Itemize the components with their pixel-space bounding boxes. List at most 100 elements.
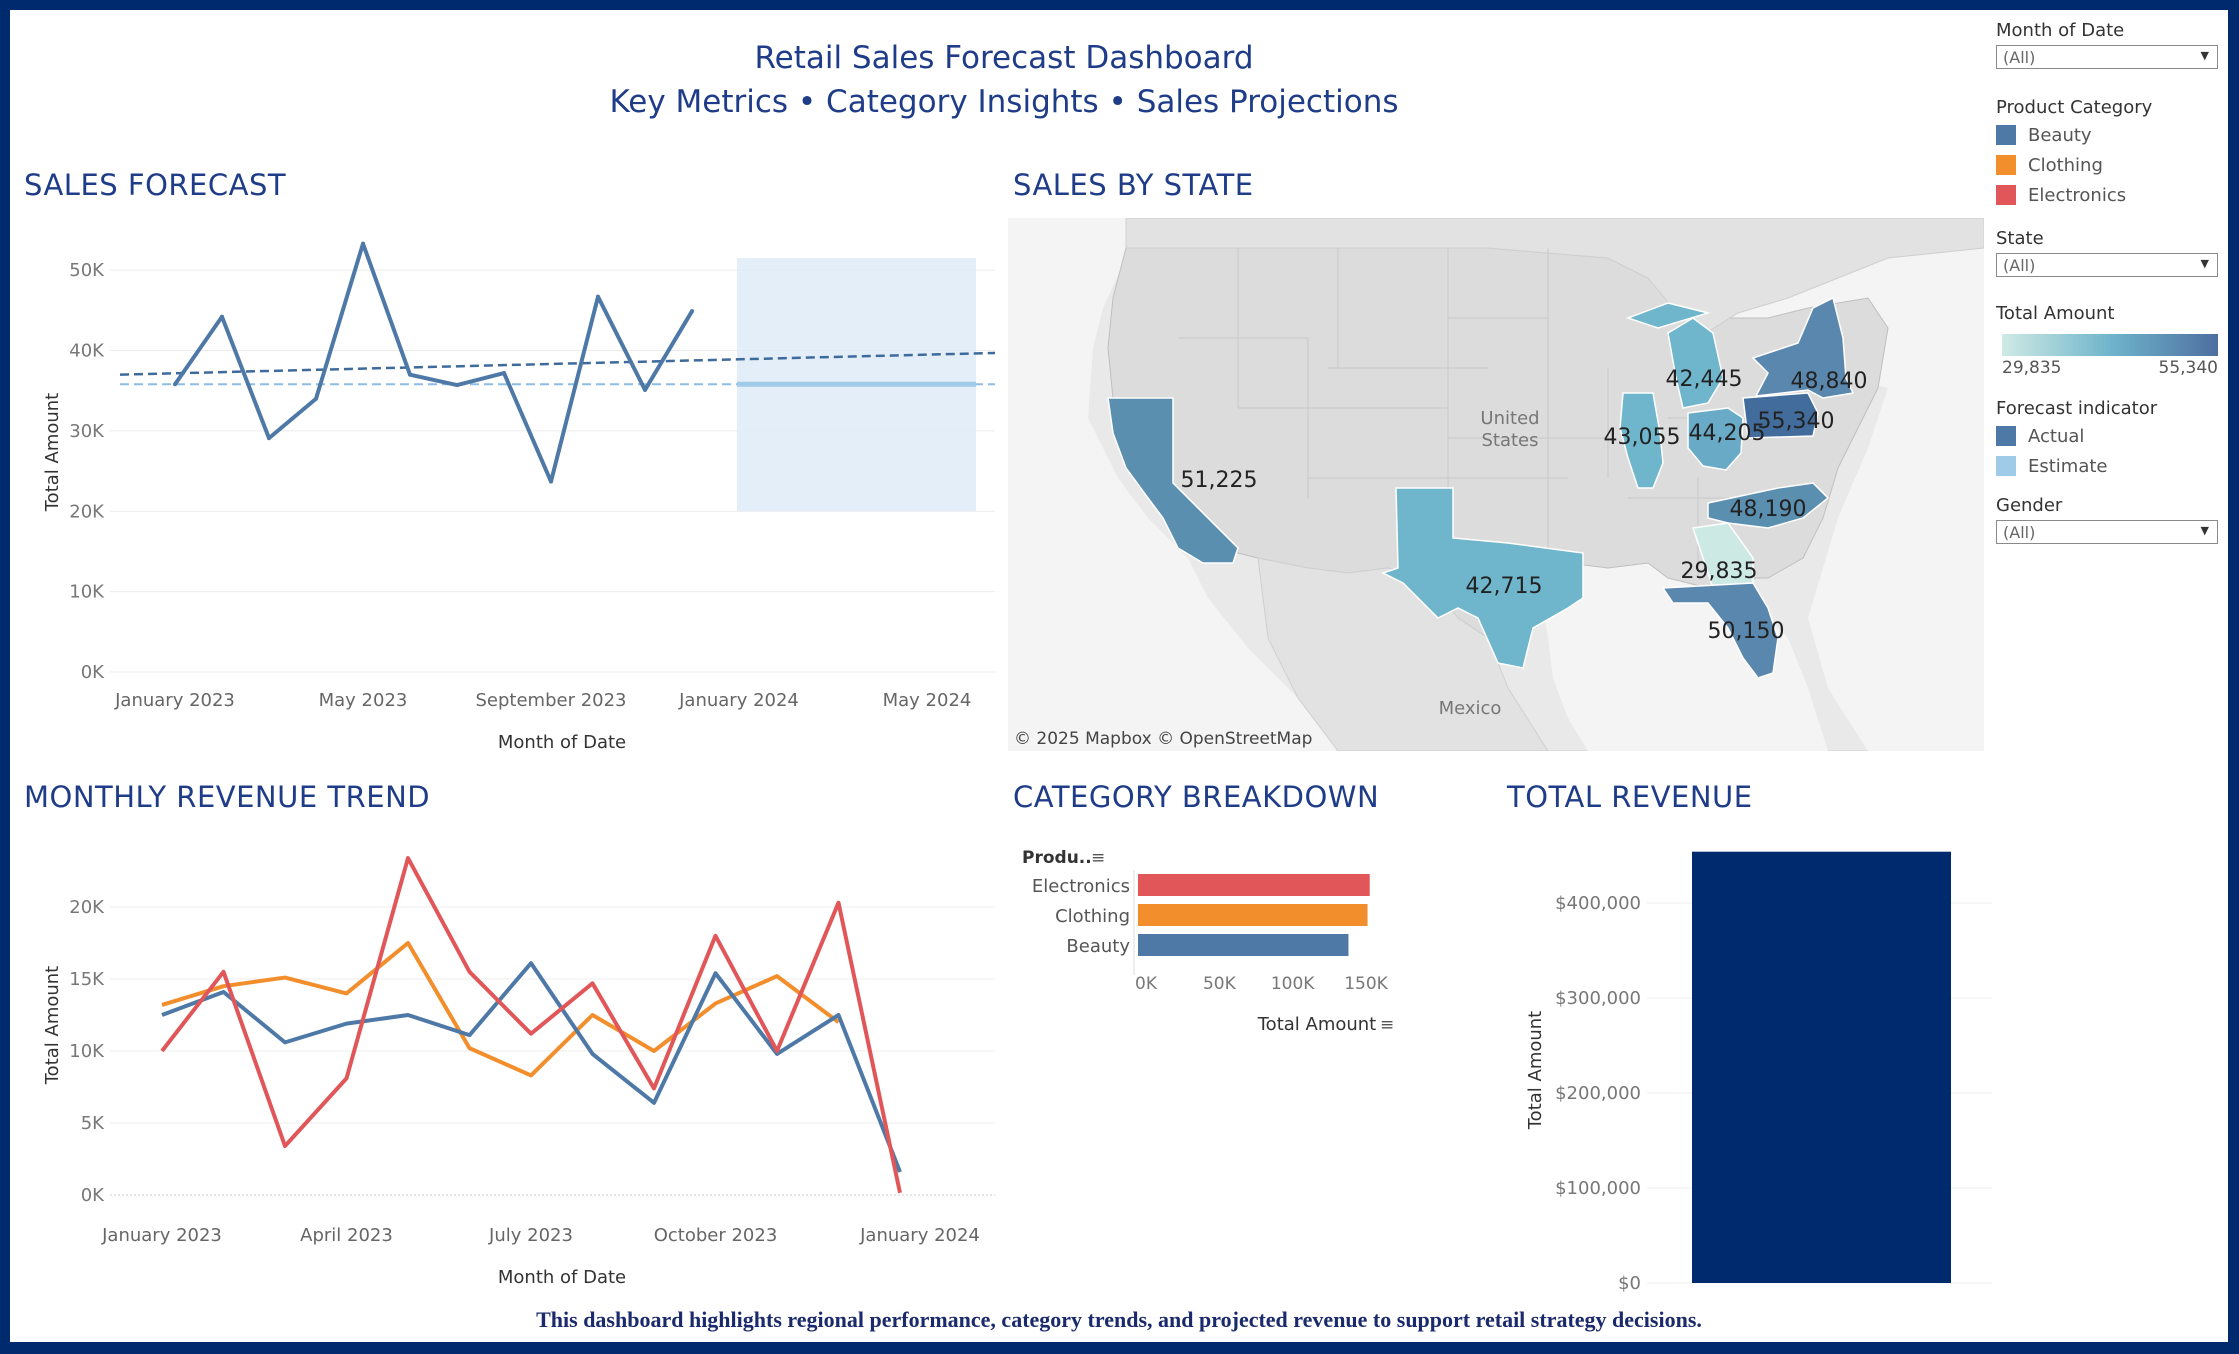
legend-label-electronics: Electronics (2028, 184, 2127, 206)
series-line-clothing (161, 941, 840, 1078)
state-california[interactable] (1107, 397, 1239, 564)
data-point (361, 241, 365, 246)
data-point (502, 371, 506, 376)
monthly-revenue-chart[interactable]: 0K 5K 10K 15K 20K January 2023 April 2023 July … (10, 825, 1000, 1295)
value-florida: 50,150 (1708, 619, 1785, 644)
data-point (408, 372, 412, 377)
x-tick-label: May 2023 (319, 690, 408, 711)
state-newyork[interactable] (1751, 296, 1855, 399)
data-point (173, 382, 177, 387)
state-northcarolina[interactable] (1707, 482, 1830, 529)
month-filter-dropdown[interactable]: (All) ▼ (1996, 45, 2218, 69)
y-tick-label: 5K (81, 1113, 105, 1134)
y-tick-label: $0 (1618, 1273, 1641, 1294)
chevron-down-icon: ▼ (2200, 49, 2209, 62)
y-tick-label: 10K (69, 1041, 105, 1062)
swatch-estimate (1996, 456, 2016, 476)
total-revenue-chart[interactable]: $0 $100,000 $200,000 $300,000 $400,000 Total … (1507, 825, 1997, 1295)
swatch-beauty (1996, 125, 2016, 145)
y-tick-label: 0K (81, 1185, 105, 1206)
data-point (267, 436, 271, 441)
y-axis-label: Total Amount (42, 966, 63, 1086)
map-attribution[interactable]: © 2025 Mapbox © OpenStreetMap (1014, 729, 1312, 749)
sales-by-state-map[interactable]: United States Mexico 51,225 42,715 43,05… (1008, 218, 1984, 751)
state-texas[interactable] (1381, 487, 1584, 669)
x-axis-label: Month of Date (498, 1267, 626, 1288)
dashboard-frame: Retail Sales Forecast Dashboard Key Metr… (10, 10, 2228, 1342)
y-tick-label: 50K (69, 260, 105, 281)
category-label: Beauty (1066, 936, 1130, 957)
label-mexico: Mexico (1439, 698, 1502, 719)
category-label: Electronics (1032, 876, 1130, 897)
y-tick-label: 15K (69, 969, 105, 990)
x-axis-label: Total Amount (1257, 1014, 1377, 1035)
label-united: United (1480, 408, 1539, 429)
forecast-legend-label: Forecast indicator (1996, 398, 2158, 419)
y-tick-label: $400,000 (1555, 893, 1641, 914)
chevron-down-icon: ▼ (2200, 524, 2209, 537)
state-pennsylvania[interactable] (1742, 392, 1819, 439)
x-tick-label: 150K (1344, 974, 1388, 994)
monthly-revenue-title: MONTHLY REVENUE TREND (24, 780, 431, 814)
x-tick-label: May 2024 (883, 690, 972, 711)
y-axis-label: Total Amount (1525, 1011, 1546, 1131)
forecast-legend: Actual Estimate (1996, 421, 2226, 481)
state-ohio[interactable] (1687, 407, 1744, 471)
dashboard-title: Retail Sales Forecast Dashboard (754, 40, 1254, 76)
y-axis-label: Total Amount (42, 393, 63, 513)
series-line-beauty (161, 961, 902, 1173)
y-tick-label: 0K (81, 662, 105, 683)
bar-beauty (1138, 934, 1349, 956)
total-revenue-bar (1692, 851, 1951, 1283)
x-tick-label: January 2023 (114, 690, 235, 711)
sales-forecast-chart[interactable]: 0K 10K 20K 30K 40K 50K January 2023 May 2023 Sep… (10, 210, 1000, 770)
swatch-clothing (1996, 155, 2016, 175)
x-tick-label: 50K (1203, 974, 1237, 994)
chevron-down-icon: ▼ (2200, 257, 2209, 270)
state-illinois[interactable] (1619, 392, 1664, 489)
legend-item-electronics[interactable]: Electronics (1996, 180, 2226, 210)
total-revenue-title: TOTAL REVENUE (1507, 780, 1753, 814)
y-tick-label: $100,000 (1555, 1178, 1641, 1199)
x-tick-label: January 2024 (678, 690, 799, 711)
data-point (596, 294, 600, 299)
state-filter-value: (All) (2003, 256, 2036, 275)
x-tick-label: January 2024 (859, 1225, 980, 1246)
state-filter-dropdown[interactable]: (All) ▼ (1996, 253, 2218, 277)
legend-label-clothing: Clothing (2028, 154, 2103, 176)
state-florida[interactable] (1661, 582, 1779, 679)
category-label: Clothing (1055, 906, 1130, 927)
legend-item-actual[interactable]: Actual (1996, 421, 2226, 451)
label-states: States (1481, 430, 1538, 451)
sort-icon: ≡ (1380, 1015, 1394, 1035)
legend-item-clothing[interactable]: Clothing (1996, 150, 2226, 180)
y-tick-label: 20K (69, 897, 105, 918)
bar-electronics (1138, 874, 1370, 896)
data-point (220, 314, 224, 319)
trend-line (119, 351, 996, 376)
x-tick-label: July 2023 (488, 1225, 573, 1246)
x-tick-label: January 2023 (101, 1225, 222, 1246)
atlantic-ocean (1698, 248, 1984, 751)
gradient-max-label: 55,340 (2158, 358, 2218, 378)
x-tick-label: April 2023 (300, 1225, 393, 1246)
series-line-electronics (160, 856, 902, 1194)
value-georgia: 29,835 (1681, 559, 1758, 584)
x-tick-label: 100K (1271, 974, 1315, 994)
data-point (455, 383, 459, 388)
x-tick-label: October 2023 (654, 1225, 778, 1246)
swatch-actual (1996, 426, 2016, 446)
data-point (549, 479, 553, 484)
total-amount-legend-label: Total Amount (1996, 303, 2115, 324)
x-tick-label: September 2023 (475, 690, 626, 711)
legend-item-beauty[interactable]: Beauty (1996, 120, 2226, 150)
gender-filter-label: Gender (1996, 495, 2063, 516)
data-point (314, 396, 318, 401)
value-newyork: 48,840 (1791, 369, 1868, 394)
y-tick-label: 20K (69, 501, 105, 522)
gender-filter-dropdown[interactable]: (All) ▼ (1996, 520, 2218, 544)
state-michigan[interactable] (1625, 302, 1724, 409)
value-ohio: 44,205 (1689, 421, 1766, 446)
legend-item-estimate[interactable]: Estimate (1996, 451, 2226, 481)
